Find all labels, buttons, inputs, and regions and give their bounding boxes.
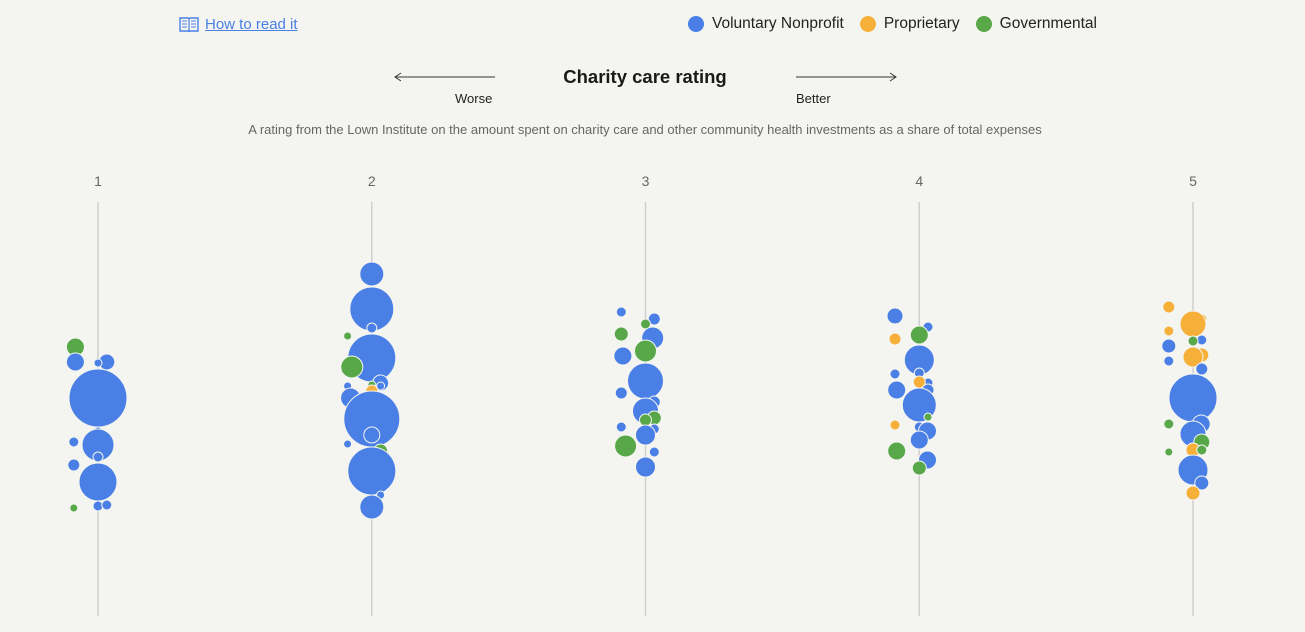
legend-swatch-governmental [975,16,992,32]
hospital-bubble-voluntary[interactable] [101,499,113,511]
hospital-bubble-governmental[interactable] [614,434,638,458]
hospital-bubble-governmental[interactable] [1187,335,1199,347]
hospital-bubble-governmental[interactable] [613,326,629,342]
hospital-bubble-voluntary[interactable] [68,436,80,448]
hospital-bubble-proprietary[interactable] [1185,485,1201,501]
hospital-bubble-proprietary[interactable] [1179,310,1207,338]
better-label: Better [796,91,831,106]
hospital-bubble-voluntary[interactable] [613,346,633,366]
hospital-bubble-governmental[interactable] [1196,444,1208,456]
hospital-bubble-governmental[interactable] [640,318,651,330]
hospital-bubble-voluntary[interactable] [1195,362,1209,376]
hospital-bubble-voluntary[interactable] [1168,373,1218,423]
chart-subtitle: A rating from the Lown Institute on the … [248,122,1042,137]
hospital-bubble-voluntary[interactable] [889,368,901,380]
hospital-bubble-voluntary[interactable] [1194,475,1210,491]
chart-title: Charity care rating [563,66,727,87]
worse-label: Worse [455,91,493,106]
hospital-bubble-voluntary[interactable] [614,386,628,400]
hospital-bubble-proprietary[interactable] [1162,300,1176,314]
hospital-bubble-voluntary[interactable] [647,312,661,326]
hospital-bubble-proprietary[interactable] [1182,346,1204,368]
hospital-bubble-voluntary[interactable] [68,368,128,428]
hospital-bubble-proprietary[interactable] [888,332,902,346]
legend-item-proprietary[interactable]: Proprietary [859,15,960,33]
hospital-bubble-voluntary[interactable] [376,381,386,391]
hospital-bubble-governmental[interactable] [639,413,652,427]
hospital-bubble-voluntary[interactable] [615,421,627,433]
legend-item-governmental[interactable]: Governmental [975,15,1097,33]
hospital-bubble-voluntary[interactable] [347,446,397,496]
hospital-bubble-governmental[interactable] [69,503,79,513]
legend-item-voluntary[interactable]: Voluntary Nonprofit [688,15,844,33]
hospital-bubble-governmental[interactable] [887,441,907,461]
hospital-bubble-voluntary[interactable] [909,430,929,450]
rating-tick-label: 3 [642,173,650,189]
hospital-bubble-voluntary[interactable] [67,458,81,472]
hospital-bubble-voluntary[interactable] [886,307,904,325]
rating-tick-label: 1 [94,173,102,189]
hospital-bubble-governmental[interactable] [1164,447,1174,457]
legend: Voluntary Nonprofit Proprietary Governme… [688,15,1097,33]
hospital-bubble-voluntary[interactable] [359,261,385,287]
legend-label-proprietary: Proprietary [883,15,960,32]
hospital-bubble-voluntary[interactable] [887,380,907,400]
hospital-bubble-voluntary[interactable] [93,358,103,368]
hospital-bubble-governmental[interactable] [343,331,353,341]
rating-tick-label: 5 [1189,173,1197,189]
hospital-bubble-voluntary[interactable] [615,306,627,318]
hospital-bubble-proprietary[interactable] [1163,325,1175,337]
legend-label-governmental: Governmental [999,15,1097,32]
legend-label-voluntary: Voluntary Nonprofit [712,15,844,32]
hospital-bubble-voluntary[interactable] [1161,338,1177,354]
how-to-read-link[interactable]: How to read it [178,15,298,33]
hospital-bubble-proprietary[interactable] [889,419,901,431]
how-to-read-label[interactable]: How to read it [205,15,298,33]
hospital-bubble-voluntary[interactable] [343,439,353,449]
hospital-bubble-voluntary[interactable] [635,424,656,446]
hospital-bubble-governmental[interactable] [340,355,364,379]
hospital-bubble-voluntary[interactable] [65,352,85,372]
hospital-bubble-governmental[interactable] [634,339,657,363]
rating-tick-label: 4 [915,173,923,189]
hospital-bubble-voluntary[interactable] [635,456,656,478]
hospital-bubble-governmental[interactable] [911,460,927,476]
hospital-bubble-voluntary[interactable] [1163,355,1175,367]
hospital-bubble-voluntary[interactable] [363,426,381,444]
hospital-bubble-voluntary[interactable] [92,451,104,463]
hospital-bubble-voluntary[interactable] [359,494,385,520]
hospital-bubble-voluntary[interactable] [627,362,664,400]
legend-swatch-proprietary [859,16,876,32]
hospital-bubble-governmental[interactable] [923,412,933,422]
hospital-bubble-governmental[interactable] [1163,418,1175,430]
book-icon [179,17,199,33]
rating-tick-label: 2 [368,173,376,189]
hospital-bubble-voluntary[interactable] [366,322,378,334]
legend-swatch-voluntary [688,16,704,32]
hospital-bubble-governmental[interactable] [909,325,929,345]
hospital-bubble-voluntary[interactable] [78,462,118,502]
hospital-bubble-voluntary[interactable] [648,446,660,458]
